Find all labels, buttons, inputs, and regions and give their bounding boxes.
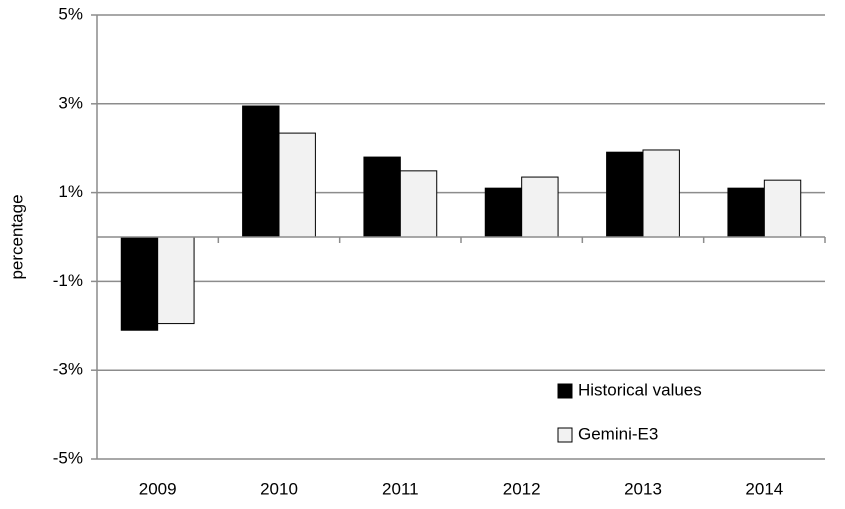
y-tick-label: -5%: [53, 448, 83, 467]
y-tick-label: 1%: [58, 182, 83, 201]
legend-label: Historical values: [578, 380, 702, 399]
bar: [642, 149, 680, 238]
x-tick-label: 2013: [624, 479, 662, 498]
y-tick-label: -1%: [53, 271, 83, 290]
bar: [484, 187, 523, 238]
bar: [763, 179, 802, 238]
x-tick-label: 2010: [260, 479, 298, 498]
bar: [521, 176, 559, 238]
x-tick-label: 2012: [503, 479, 541, 498]
bar: [278, 132, 316, 238]
y-tick-label: -3%: [53, 360, 83, 379]
bar: [363, 156, 401, 238]
bar: [399, 170, 438, 238]
x-tick-label: 2014: [745, 479, 783, 498]
x-tick-label: 2009: [139, 479, 177, 498]
bar: [606, 151, 644, 238]
bar: [157, 236, 195, 325]
bar: [120, 236, 159, 331]
legend-swatch: [557, 383, 573, 399]
y-axis-label: percentage: [7, 194, 26, 279]
y-tick-label: 5%: [58, 4, 83, 23]
x-tick-label: 2011: [382, 479, 419, 498]
legend-label: Gemini-E3: [578, 424, 658, 443]
y-tick-label: 3%: [58, 93, 83, 112]
legend-swatch: [557, 427, 573, 443]
bar: [727, 187, 765, 238]
bar: [242, 105, 280, 238]
